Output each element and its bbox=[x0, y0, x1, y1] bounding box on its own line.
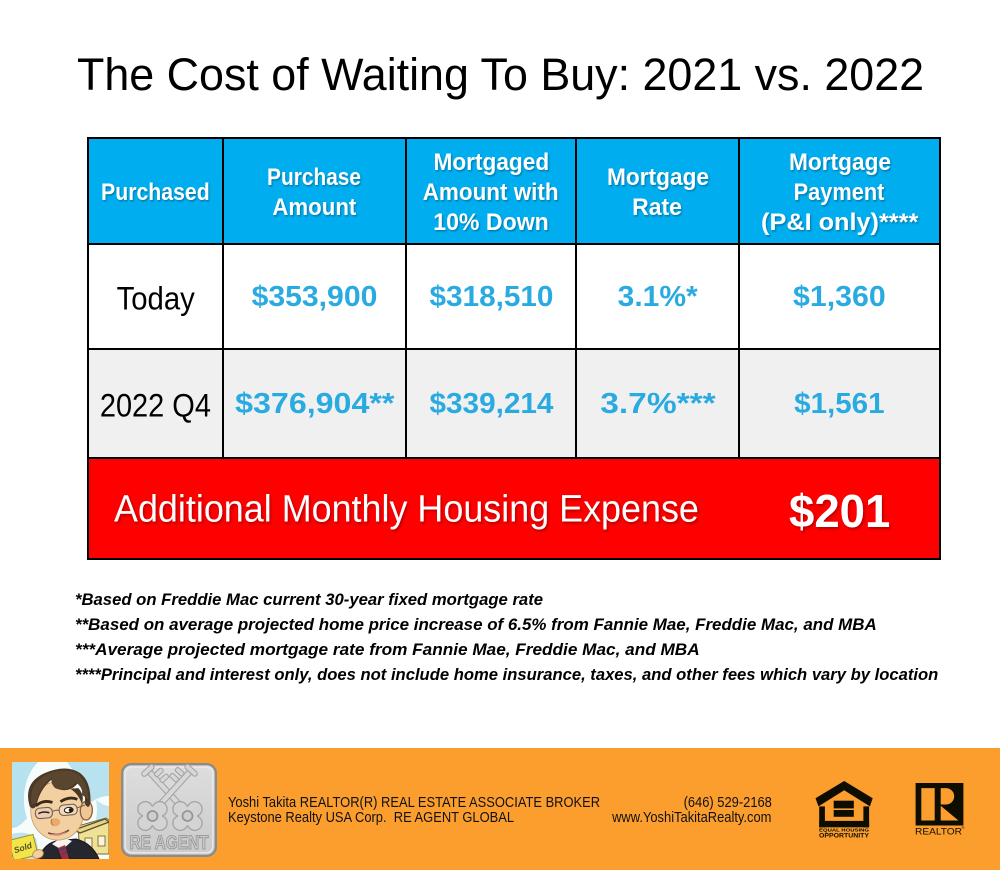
svg-text:®: ® bbox=[962, 825, 965, 830]
svg-text:RE AGENT: RE AGENT bbox=[130, 833, 209, 854]
svg-text:REALTOR: REALTOR bbox=[915, 827, 962, 837]
svg-text:OPPORTUNITY: OPPORTUNITY bbox=[819, 832, 870, 839]
svg-text:EQUAL HOUSING: EQUAL HOUSING bbox=[819, 827, 870, 832]
